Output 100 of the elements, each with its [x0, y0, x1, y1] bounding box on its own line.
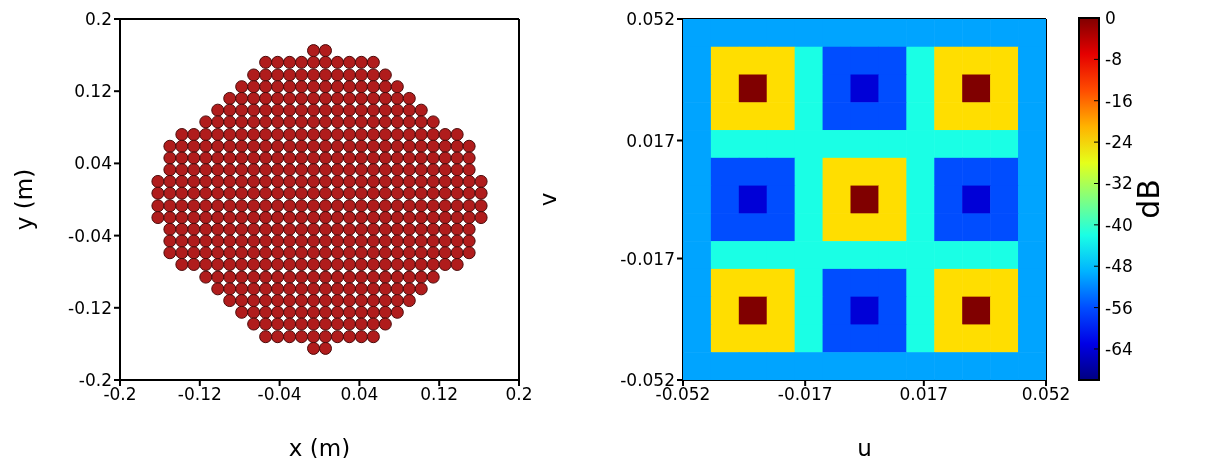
- point: [295, 234, 309, 248]
- y-tick-label: -0.04: [68, 225, 112, 246]
- color-bar-label: -16: [1105, 90, 1133, 111]
- point: [414, 257, 428, 271]
- point: [450, 186, 464, 200]
- color-bar-label: -8: [1105, 49, 1122, 70]
- point: [414, 139, 428, 153]
- point: [307, 330, 321, 344]
- point: [366, 103, 380, 117]
- point: [390, 139, 404, 153]
- point: [235, 151, 249, 165]
- point: [390, 270, 404, 284]
- point: [330, 174, 344, 188]
- point: [390, 222, 404, 236]
- point: [330, 257, 344, 271]
- point: [390, 257, 404, 271]
- point: [295, 91, 309, 105]
- point: [283, 234, 297, 248]
- point: [426, 270, 440, 284]
- point: [271, 163, 285, 177]
- point: [438, 139, 452, 153]
- point: [354, 128, 368, 142]
- point: [342, 186, 356, 200]
- y-tick-label: 0.052: [626, 9, 675, 30]
- point: [307, 91, 321, 105]
- point: [271, 317, 285, 331]
- point: [223, 115, 237, 129]
- point: [259, 115, 273, 129]
- point: [283, 80, 297, 94]
- point: [223, 128, 237, 142]
- point: [211, 234, 225, 248]
- x-axis-title: u: [857, 435, 872, 461]
- point: [450, 222, 464, 236]
- point: [330, 234, 344, 248]
- point: [366, 257, 380, 271]
- point: [247, 199, 261, 213]
- point: [438, 211, 452, 225]
- point: [259, 211, 273, 225]
- point: [307, 128, 321, 142]
- point: [259, 257, 273, 271]
- point: [151, 211, 165, 225]
- point: [366, 139, 380, 153]
- point: [402, 128, 416, 142]
- point: [318, 115, 332, 129]
- point: [199, 246, 213, 260]
- point: [342, 151, 356, 165]
- point: [199, 139, 213, 153]
- point: [283, 91, 297, 105]
- point: [426, 139, 440, 153]
- x-tick-label: 0.017: [899, 384, 949, 405]
- point: [378, 151, 392, 165]
- point: [247, 211, 261, 225]
- point: [354, 305, 368, 319]
- point: [426, 151, 440, 165]
- point: [235, 115, 249, 129]
- point: [295, 115, 309, 129]
- point: [295, 222, 309, 236]
- point: [187, 234, 201, 248]
- point: [283, 305, 297, 319]
- point: [438, 257, 452, 271]
- point: [330, 139, 344, 153]
- x-tick-label: 0.052: [1021, 384, 1071, 405]
- x-tick-label: 0.04: [340, 384, 379, 405]
- point: [318, 341, 332, 355]
- point: [283, 186, 297, 200]
- point: [426, 211, 440, 225]
- point: [175, 163, 189, 177]
- point: [366, 68, 380, 82]
- point: [318, 186, 332, 200]
- point: [295, 246, 309, 260]
- point: [450, 139, 464, 153]
- point: [354, 317, 368, 331]
- color-bar-title: dB: [1131, 179, 1166, 219]
- point: [330, 80, 344, 94]
- point: [438, 186, 452, 200]
- point: [271, 282, 285, 296]
- point: [151, 186, 165, 200]
- point: [247, 128, 261, 142]
- point: [342, 294, 356, 308]
- point: [414, 174, 428, 188]
- point: [295, 305, 309, 319]
- point: [271, 294, 285, 308]
- point: [211, 103, 225, 117]
- point: [438, 128, 452, 142]
- point: [462, 199, 476, 213]
- point: [223, 270, 237, 284]
- point: [211, 139, 225, 153]
- point: [450, 174, 464, 188]
- point: [474, 174, 488, 188]
- point: [295, 270, 309, 284]
- point: [307, 234, 321, 248]
- x-tick-label: 0.12: [420, 384, 459, 405]
- point: [211, 199, 225, 213]
- point: [211, 257, 225, 271]
- y-axis-title: v: [535, 192, 562, 207]
- point: [378, 294, 392, 308]
- point: [187, 174, 201, 188]
- point: [259, 282, 273, 296]
- point: [307, 317, 321, 331]
- point: [366, 317, 380, 331]
